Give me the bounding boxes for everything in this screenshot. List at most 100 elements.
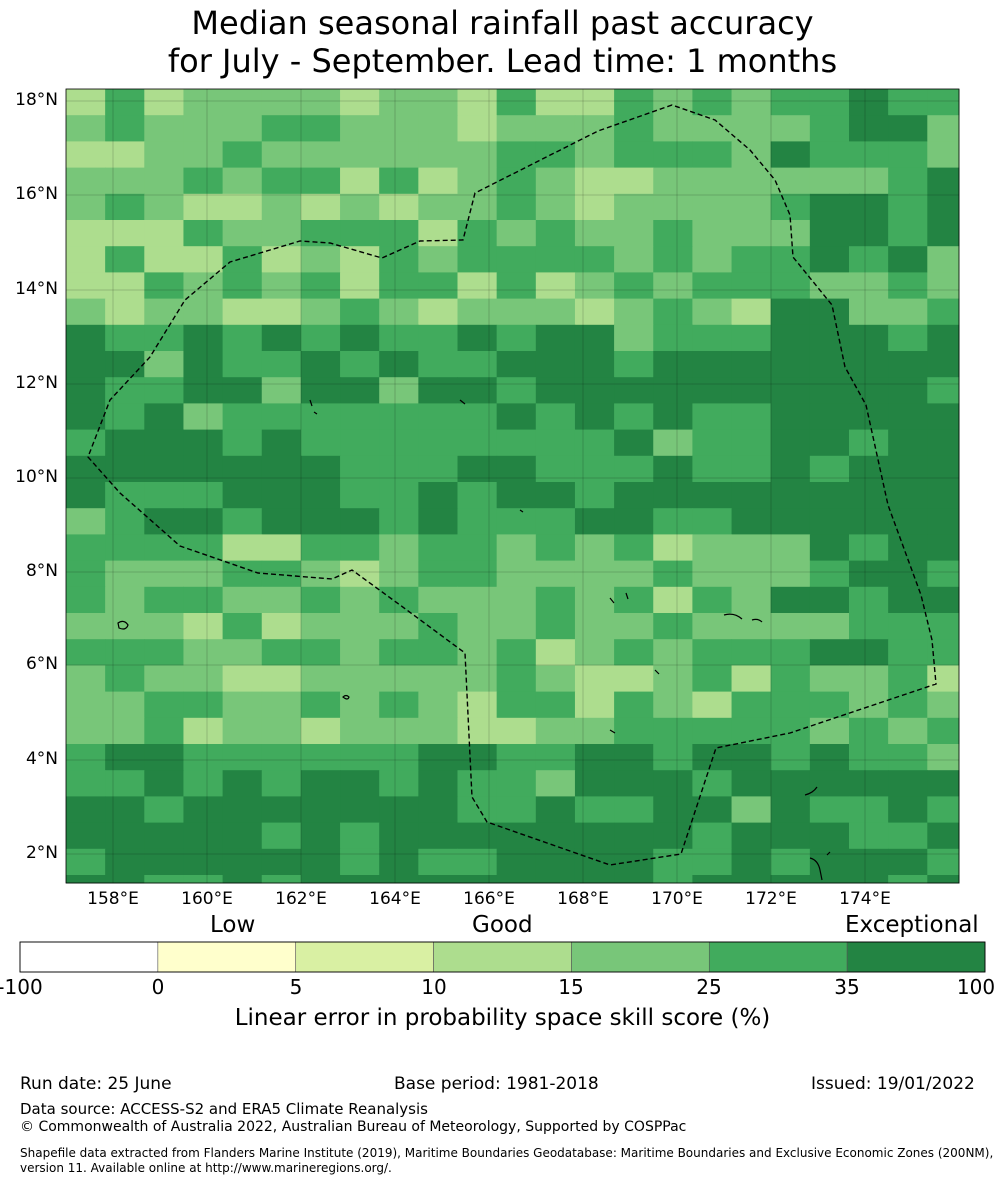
grid-cell <box>66 717 106 745</box>
grid-cell <box>222 377 263 404</box>
grid-cell <box>418 429 458 457</box>
grid-cell <box>614 560 654 588</box>
grid-cell <box>144 665 184 693</box>
grid-cell <box>535 822 576 850</box>
grid-cell <box>418 377 458 404</box>
grid-cell <box>849 822 889 850</box>
grid-cell <box>105 639 145 666</box>
grid-cell <box>340 403 380 431</box>
grid-cell <box>261 429 302 457</box>
grid-cell <box>105 848 145 876</box>
lon-tick-166: 166°E <box>463 889 515 909</box>
grid-cell <box>574 429 615 457</box>
grid-cell <box>144 691 184 719</box>
grid-cell <box>770 455 811 483</box>
grid-cell <box>692 141 733 169</box>
grid-cell <box>692 796 733 824</box>
grid-cell <box>809 193 850 221</box>
grid-cell <box>535 717 576 745</box>
grid-cell <box>653 246 693 273</box>
grid-cell <box>144 272 184 300</box>
grid-cell <box>927 717 960 745</box>
grid-cell <box>849 482 889 509</box>
grid-cell <box>418 848 458 876</box>
grid-cell <box>535 193 576 221</box>
grid-cell <box>183 246 224 273</box>
grid-cell <box>888 141 928 169</box>
grid-cell <box>379 324 419 352</box>
grid-cell <box>692 298 733 326</box>
grid-cell <box>300 351 341 378</box>
grid-cell <box>379 272 419 300</box>
grid-cell <box>888 717 928 745</box>
grid-cell <box>300 822 341 850</box>
grid-cell <box>888 482 928 509</box>
grid-cell <box>888 613 928 640</box>
grid-cell <box>261 167 302 195</box>
grid-cell <box>300 796 341 824</box>
grid-cell <box>340 639 380 666</box>
grid-cell <box>144 167 184 195</box>
grid-cell <box>927 351 960 378</box>
grid-cell <box>574 744 615 771</box>
run-date: Run date: 25 June <box>20 1074 172 1094</box>
lat-tick-14: 14°N <box>15 279 58 299</box>
grid-cell <box>770 770 811 797</box>
grid-cell <box>692 429 733 457</box>
grid-cell <box>300 613 341 640</box>
grid-cell <box>809 429 850 457</box>
grid-cell <box>888 665 928 693</box>
grid-cell <box>888 429 928 457</box>
grid-cell <box>105 508 145 535</box>
grid-cell <box>105 875 145 884</box>
grid-cell <box>222 639 263 666</box>
grid-cell <box>300 534 341 562</box>
grid-cell <box>614 875 654 884</box>
grid-cell <box>222 665 263 693</box>
grid-cell <box>261 613 302 640</box>
grid-cell <box>809 351 850 378</box>
grid-cell <box>692 586 733 614</box>
grid-cell <box>653 89 693 116</box>
grid-cell <box>614 193 654 221</box>
grid-cell <box>222 744 263 771</box>
grid-cell <box>261 639 302 666</box>
cb-tick-35: 35 <box>834 975 860 999</box>
grid-cell <box>144 403 184 431</box>
grid-cell <box>653 796 693 824</box>
title-line-1: Median seasonal rainfall past accuracy <box>191 4 814 42</box>
grid-cell <box>731 534 772 562</box>
grid-cell <box>66 351 106 378</box>
grid-cell <box>692 822 733 850</box>
grid-cell <box>66 875 106 884</box>
grid-cell <box>692 875 733 884</box>
grid-cell <box>614 220 654 247</box>
grid-cell <box>731 298 772 326</box>
grid-cell <box>66 744 106 771</box>
grid-cell <box>379 193 419 221</box>
grid-cell <box>222 613 263 640</box>
grid-cell <box>261 744 302 771</box>
grid-cell <box>849 560 889 588</box>
grid-cell <box>809 796 850 824</box>
grid-cell <box>300 560 341 588</box>
grid-cell <box>300 167 341 195</box>
grid-cell <box>183 324 224 352</box>
grid-cell <box>692 665 733 693</box>
grid-cell <box>574 193 615 221</box>
grid-cell <box>300 875 341 884</box>
colorbar-segment <box>157 941 297 973</box>
grid-cell <box>418 89 458 116</box>
grid-cell <box>66 770 106 797</box>
grid-cell <box>770 482 811 509</box>
grid-cell <box>105 455 145 483</box>
title-line-2: for July - September. Lead time: 1 month… <box>167 42 838 80</box>
lat-tick-4: 4°N <box>25 749 58 769</box>
grid-cell <box>535 508 576 535</box>
grid-cell <box>300 403 341 431</box>
grid-cell <box>144 220 184 247</box>
grid-cell <box>340 377 380 404</box>
grid-cell <box>457 220 498 247</box>
grid-cell <box>379 770 419 797</box>
category-good: Good <box>472 912 533 938</box>
